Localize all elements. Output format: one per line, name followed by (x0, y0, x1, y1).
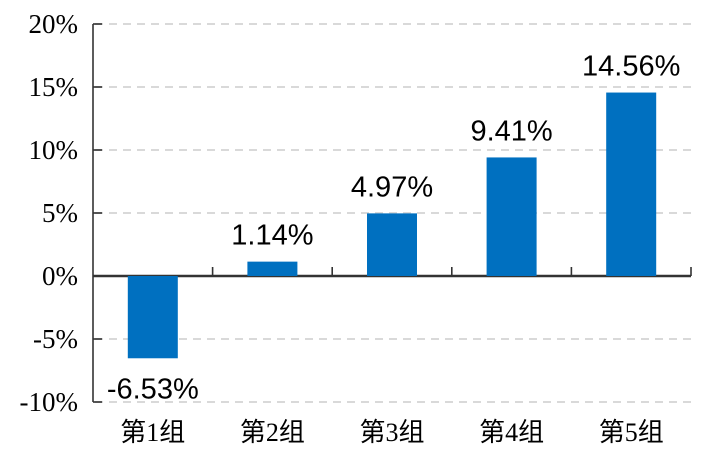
y-tick-label: 20% (29, 9, 79, 39)
y-tick-label: 0% (42, 261, 78, 291)
data-label: 9.41% (470, 115, 552, 147)
y-tick-label: 5% (42, 198, 78, 228)
y-tick-label: -5% (33, 324, 78, 354)
data-label: 14.56% (582, 51, 680, 83)
data-label: 4.97% (351, 171, 433, 203)
y-tick-label: 10% (29, 135, 79, 165)
bar-5 (606, 92, 657, 276)
bar-2 (247, 261, 298, 276)
category-label: 第4组 (479, 418, 544, 447)
category-label: 第1组 (120, 418, 185, 447)
y-tick-label: -10% (20, 387, 78, 417)
category-label: 第2组 (240, 418, 305, 447)
category-label: 第5组 (599, 418, 664, 447)
bar-3 (367, 213, 417, 276)
data-label: 1.14% (231, 220, 313, 252)
data-label: -6.53% (107, 373, 199, 405)
y-tick-label: 15% (29, 72, 79, 102)
category-label: 第3组 (359, 418, 424, 447)
bar-4 (486, 157, 537, 276)
bar-1 (127, 276, 178, 359)
